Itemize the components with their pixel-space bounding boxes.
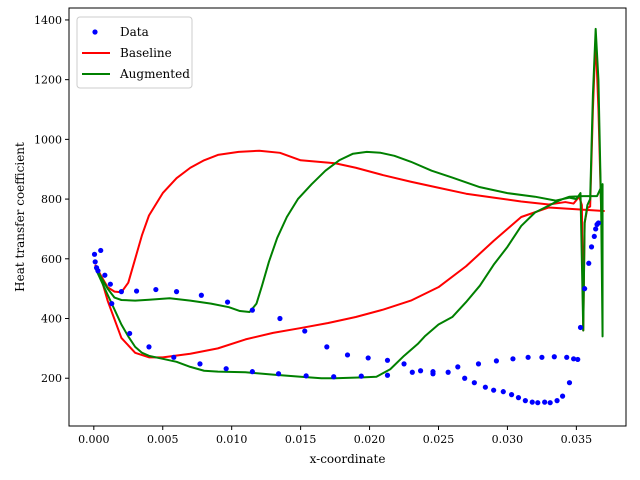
x-tick-label: 0.005 bbox=[147, 433, 179, 446]
data-point-data bbox=[249, 307, 255, 313]
y-tick-label: 400 bbox=[41, 313, 62, 326]
data-point-data bbox=[588, 244, 595, 250]
legend-items: Data Baseline Augmented bbox=[82, 25, 190, 81]
data-point-data bbox=[331, 374, 337, 380]
data-point-data bbox=[566, 380, 573, 386]
data-point-data bbox=[365, 355, 371, 361]
x-tick-label: 0.030 bbox=[492, 433, 524, 446]
data-point-data bbox=[303, 373, 309, 379]
y-tick-label: 200 bbox=[41, 372, 62, 385]
data-point-data bbox=[197, 361, 203, 367]
y-tick-label: 600 bbox=[41, 253, 62, 266]
data-point-data bbox=[430, 369, 436, 375]
data-point-data bbox=[586, 260, 592, 266]
data-point-data bbox=[109, 300, 115, 307]
legend-marker-data bbox=[92, 29, 98, 35]
data-point-data bbox=[582, 286, 588, 292]
data-point-data bbox=[475, 361, 482, 367]
data-point-data bbox=[571, 356, 577, 362]
x-tick-label: 0.025 bbox=[423, 433, 455, 446]
data-point-data bbox=[455, 364, 461, 370]
data-point-data bbox=[107, 281, 113, 287]
legend-label-baseline: Baseline bbox=[120, 46, 172, 60]
data-point-data bbox=[92, 259, 98, 265]
data-point-data bbox=[127, 330, 133, 337]
data-point-data bbox=[146, 344, 152, 350]
data-point-data bbox=[547, 400, 553, 406]
data-point-data bbox=[384, 357, 391, 363]
data-point-data bbox=[564, 354, 570, 360]
data-point-data bbox=[515, 395, 522, 401]
data-point-data bbox=[95, 268, 101, 274]
data-point-data bbox=[522, 398, 528, 404]
data-point-data bbox=[91, 251, 98, 257]
data-point-data bbox=[471, 380, 477, 386]
data-point-data bbox=[593, 226, 599, 232]
x-axis-ticks: 0.000 0.005 0.010 0.015 0.020 0.025 0.030 0.035 bbox=[78, 426, 592, 446]
data-point-data bbox=[554, 398, 560, 404]
legend-label-augmented: Augmented bbox=[119, 67, 190, 81]
x-tick-label: 0.035 bbox=[561, 433, 593, 446]
y-tick-label: 1000 bbox=[34, 133, 62, 146]
data-point-data bbox=[595, 220, 602, 226]
x-tick-label: 0.020 bbox=[354, 433, 386, 446]
data-point-data bbox=[417, 368, 424, 374]
data-point-data bbox=[344, 352, 351, 358]
data-point-data bbox=[542, 399, 548, 405]
data-point-data bbox=[535, 400, 541, 406]
y-tick-label: 800 bbox=[41, 193, 62, 206]
y-tick-label: 1400 bbox=[34, 14, 62, 27]
y-tick-label: 1200 bbox=[34, 74, 62, 87]
data-point-data bbox=[493, 358, 499, 364]
data-point-data bbox=[529, 399, 535, 405]
data-point-data bbox=[482, 384, 488, 390]
data-point-data bbox=[98, 247, 104, 254]
legend-box bbox=[76, 16, 193, 89]
data-point-data bbox=[133, 288, 140, 294]
y-axis-label: Heat transfer coefficient bbox=[13, 142, 27, 292]
series-line-baseline bbox=[94, 36, 605, 359]
y-axis-ticks: 200 400 600 800 1000 1200 1400 bbox=[34, 14, 69, 385]
data-point-data bbox=[510, 356, 516, 362]
data-point-data bbox=[491, 387, 497, 393]
data-point-data bbox=[500, 389, 506, 395]
axes-frame bbox=[68, 7, 627, 427]
data-point-data bbox=[102, 272, 108, 278]
data-point-data bbox=[249, 369, 255, 375]
plot-area bbox=[91, 27, 605, 406]
x-axis-label: x-coordinate bbox=[310, 452, 386, 466]
data-point-data bbox=[525, 354, 531, 360]
data-point-data bbox=[445, 369, 451, 375]
data-point-data bbox=[539, 354, 545, 360]
data-point-data bbox=[384, 372, 391, 378]
x-tick-label: 0.010 bbox=[216, 433, 248, 446]
data-point-data bbox=[358, 373, 364, 379]
x-tick-label: 0.015 bbox=[285, 433, 317, 446]
data-point-data bbox=[118, 289, 124, 295]
data-point-data bbox=[277, 315, 283, 322]
data-point-data bbox=[591, 233, 597, 240]
data-point-data bbox=[559, 393, 566, 399]
data-point-data bbox=[171, 354, 177, 360]
data-point-data bbox=[409, 369, 415, 375]
data-point-data bbox=[324, 344, 330, 350]
data-point-data bbox=[462, 375, 468, 381]
data-point-data bbox=[198, 292, 204, 298]
x-tick-label: 0.000 bbox=[78, 433, 110, 446]
data-point-data bbox=[575, 356, 581, 363]
data-point-data bbox=[173, 289, 180, 295]
data-point-data bbox=[224, 299, 231, 305]
data-point-data bbox=[551, 354, 557, 360]
data-point-data bbox=[275, 371, 282, 377]
data-point-data bbox=[401, 361, 407, 367]
legend-label-data: Data bbox=[120, 25, 149, 39]
data-point-data bbox=[223, 366, 229, 372]
data-point-data bbox=[577, 324, 584, 331]
data-point-data bbox=[302, 328, 308, 334]
data-point-data bbox=[153, 286, 159, 293]
data-point-data bbox=[508, 392, 515, 398]
legend: Data Baseline Augmented bbox=[76, 16, 193, 89]
